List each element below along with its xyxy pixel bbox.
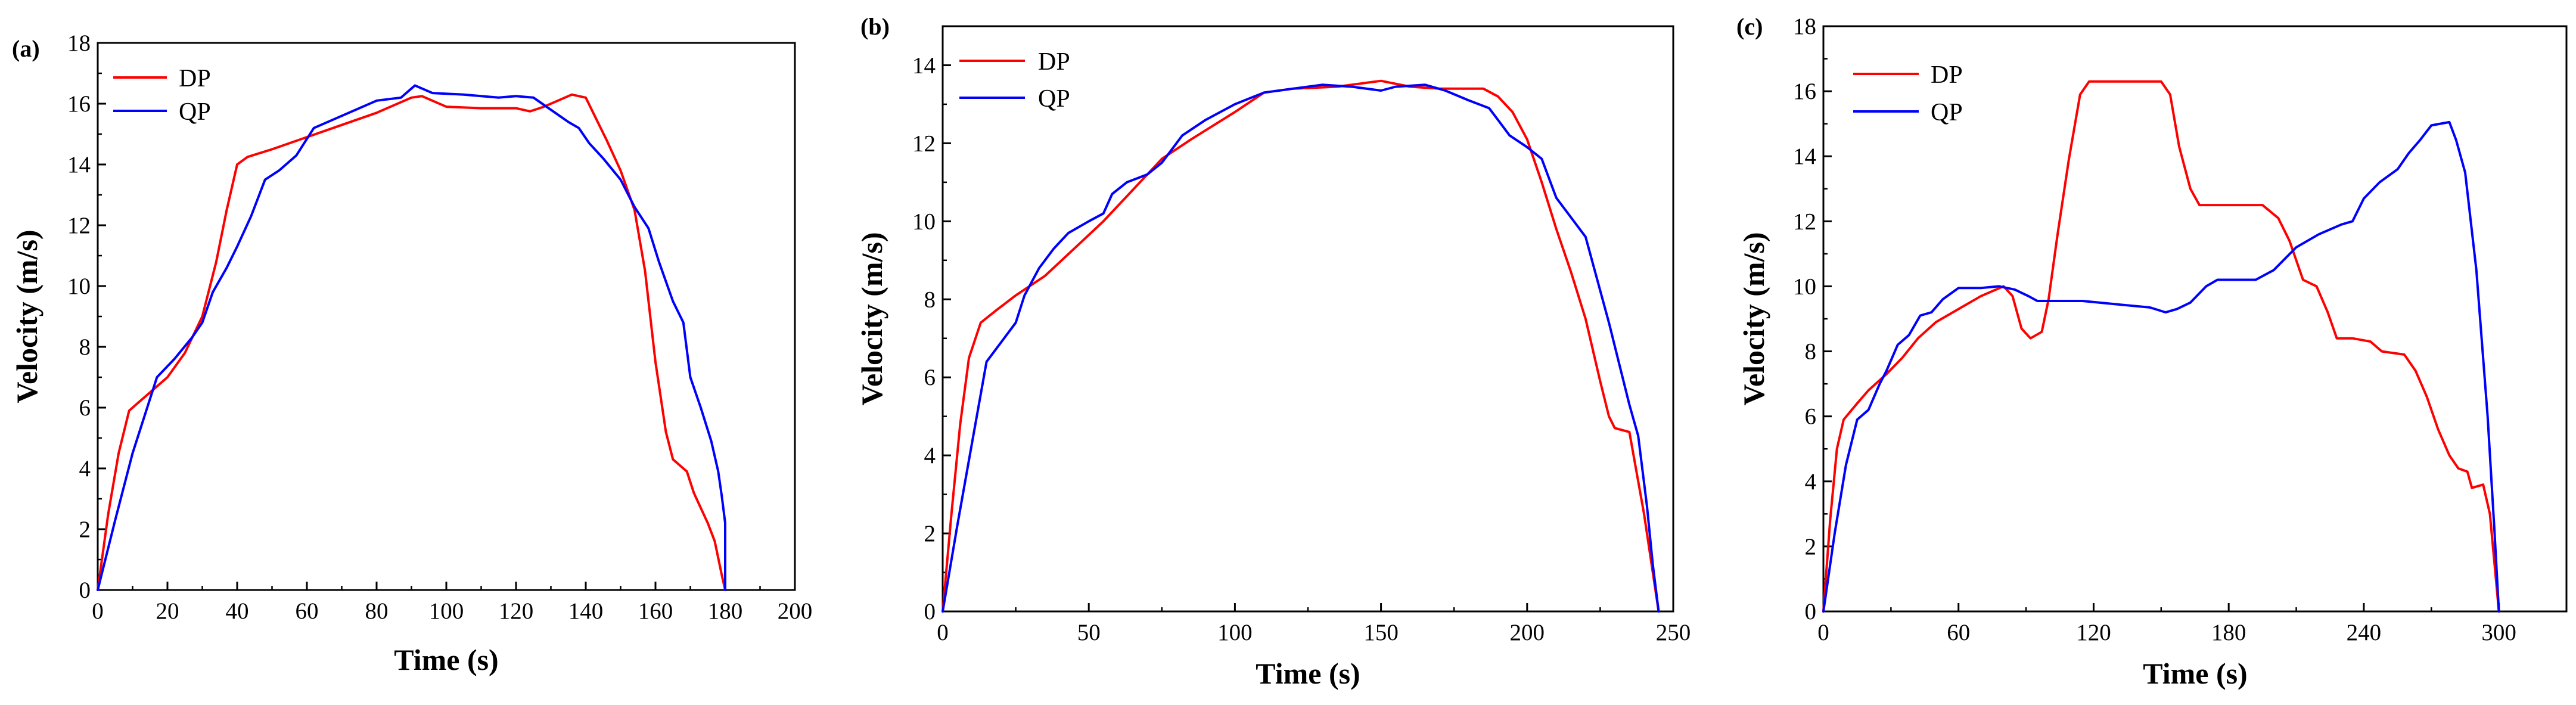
x-axis-title: Time (s) xyxy=(1256,657,1360,690)
legend-label-dp: DP xyxy=(1038,48,1070,76)
panel-label: (a) xyxy=(12,35,40,62)
y-tick-label: 16 xyxy=(1793,79,1816,104)
y-tick-label: 8 xyxy=(79,334,91,360)
y-tick-label: 0 xyxy=(924,599,936,625)
x-tick-label: 100 xyxy=(1217,620,1253,645)
x-tick-label: 150 xyxy=(1363,620,1399,645)
y-tick-label: 16 xyxy=(67,91,91,117)
y-tick-label: 18 xyxy=(1793,14,1816,39)
y-tick-label: 14 xyxy=(67,152,91,178)
y-tick-label: 14 xyxy=(912,52,936,78)
y-tick-label: 12 xyxy=(1793,209,1816,234)
y-tick-label: 6 xyxy=(1805,404,1817,430)
x-tick-label: 180 xyxy=(708,598,743,624)
y-tick-label: 4 xyxy=(79,456,91,482)
legend-label-qp: QP xyxy=(1931,99,1963,126)
legend-label-qp: QP xyxy=(179,98,211,126)
y-tick-label: 2 xyxy=(1805,534,1817,560)
x-axis-ticks: 0 20 40 60 80 100 120 140 160 180 200 xyxy=(92,582,812,624)
y-tick-label: 6 xyxy=(79,395,91,421)
y-tick-label: 4 xyxy=(1805,469,1817,495)
plot-frame xyxy=(941,25,1674,613)
y-tick-label: 0 xyxy=(1805,599,1817,625)
series-group xyxy=(1822,80,2500,613)
y-tick-label: 10 xyxy=(912,209,936,234)
y-tick-label: 8 xyxy=(924,287,936,312)
x-axis-ticks: 0 50 100 150 200 250 xyxy=(937,603,1691,645)
x-tick-label: 0 xyxy=(1817,620,1829,645)
x-tick-label: 300 xyxy=(2481,620,2516,645)
y-tick-label: 10 xyxy=(67,274,91,299)
series-line-dp xyxy=(1822,80,2500,613)
x-tick-label: 140 xyxy=(568,598,604,624)
legend-label-dp: DP xyxy=(1931,61,1963,89)
y-tick-label: 4 xyxy=(924,443,936,468)
y-axis-ticks: 0 2 4 6 8 10 12 14 16 18 xyxy=(67,30,106,603)
y-tick-label: 8 xyxy=(1805,339,1817,365)
legend-label-dp: DP xyxy=(179,65,211,92)
x-axis-title: Time (s) xyxy=(394,643,498,676)
y-axis-ticks: 0 2 4 6 8 10 12 14 16 18 xyxy=(1793,14,1832,625)
series-line-qp xyxy=(97,84,726,591)
x-axis-ticks: 0 60 120 180 240 300 xyxy=(1817,603,2516,645)
series-line-dp xyxy=(941,79,1660,613)
series-group xyxy=(97,84,726,591)
x-tick-label: 0 xyxy=(92,598,104,624)
legend: DP QP xyxy=(1853,61,1963,126)
y-axis-title: Velocity (m/s) xyxy=(10,229,43,403)
x-tick-label: 200 xyxy=(778,598,813,624)
panel-label: (b) xyxy=(860,13,890,40)
series-line-dp xyxy=(97,93,726,591)
chart-panel-c: (c) 0 60 120 180 240 300 0 2 4 6 8 10 12 14 16 18 DP Q… xyxy=(1736,13,2568,690)
x-tick-label: 40 xyxy=(226,598,249,624)
x-tick-label: 50 xyxy=(1077,620,1101,645)
y-tick-label: 2 xyxy=(924,521,936,546)
y-tick-label: 2 xyxy=(79,517,91,542)
x-tick-label: 100 xyxy=(429,598,464,624)
x-tick-label: 160 xyxy=(638,598,673,624)
x-tick-label: 120 xyxy=(2076,620,2111,645)
legend: DP QP xyxy=(959,48,1070,113)
series-line-qp xyxy=(1822,120,2500,613)
chart-panel-b: (b) 0 50 100 150 200 250 0 2 4 6 8 10 12 14 DP QP Ti… xyxy=(855,13,1691,690)
y-tick-label: 18 xyxy=(67,30,91,56)
x-axis-title: Time (s) xyxy=(2143,657,2247,690)
y-tick-label: 10 xyxy=(1793,274,1816,299)
y-tick-label: 0 xyxy=(79,577,91,603)
legend-label-qp: QP xyxy=(1038,85,1070,113)
x-tick-label: 120 xyxy=(499,598,534,624)
x-tick-label: 240 xyxy=(2347,620,2382,645)
y-axis-title: Velocity (m/s) xyxy=(1737,232,1770,405)
legend: DP QP xyxy=(113,65,211,126)
y-tick-label: 12 xyxy=(67,213,91,238)
x-tick-label: 180 xyxy=(2211,620,2246,645)
x-tick-label: 80 xyxy=(365,598,389,624)
y-tick-label: 12 xyxy=(912,131,936,156)
y-axis-title: Velocity (m/s) xyxy=(855,232,888,405)
series-line-qp xyxy=(941,83,1660,613)
y-tick-label: 14 xyxy=(1793,144,1816,169)
series-group xyxy=(941,79,1660,613)
x-tick-label: 0 xyxy=(937,620,949,645)
chart-panel-a: (a) 0 20 40 60 80 100 120 140 160 180 200 0 2 4 6 8 10 1… xyxy=(10,30,812,676)
x-tick-label: 60 xyxy=(296,598,319,624)
x-tick-label: 200 xyxy=(1510,620,1545,645)
y-tick-label: 6 xyxy=(924,365,936,390)
y-axis-ticks: 0 2 4 6 8 10 12 14 xyxy=(912,52,951,625)
x-tick-label: 20 xyxy=(156,598,179,624)
x-tick-label: 60 xyxy=(1947,620,1970,645)
panel-label: (c) xyxy=(1736,13,1763,40)
x-tick-label: 250 xyxy=(1656,620,1691,645)
